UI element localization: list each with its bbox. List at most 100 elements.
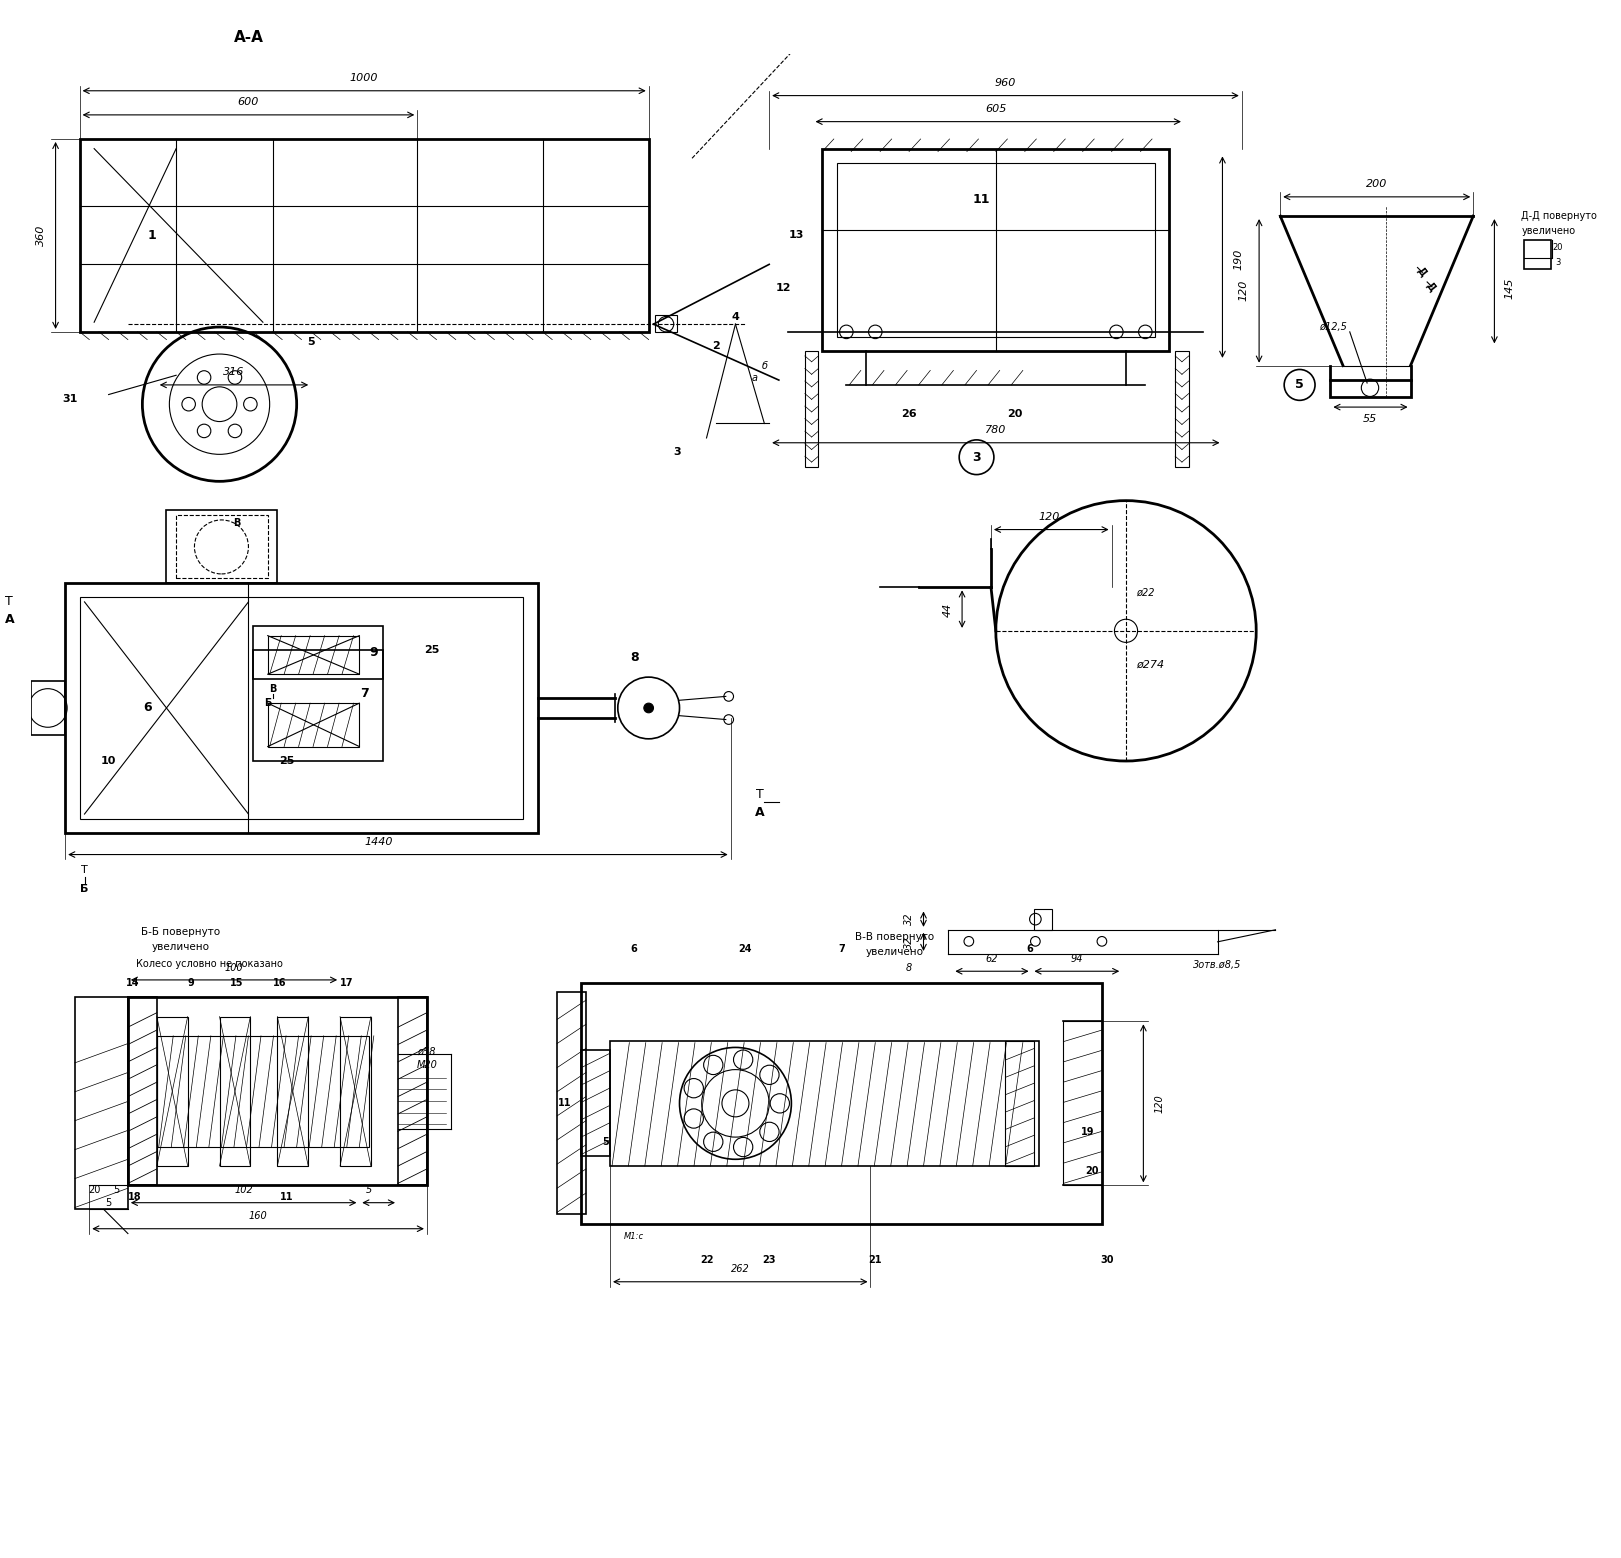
Text: б: б xyxy=(762,360,767,371)
Circle shape xyxy=(644,703,653,714)
Text: ø58: ø58 xyxy=(418,1047,436,1056)
Text: 316: 316 xyxy=(224,368,245,377)
Text: Б: Б xyxy=(81,885,89,894)
Text: 17: 17 xyxy=(340,978,353,988)
Bar xyxy=(340,1016,371,1165)
Text: 21: 21 xyxy=(869,1254,882,1265)
Bar xyxy=(582,983,1102,1225)
Text: ø22: ø22 xyxy=(1136,587,1154,597)
Text: 9: 9 xyxy=(186,978,195,988)
Text: 3: 3 xyxy=(973,450,981,464)
Text: ø274: ø274 xyxy=(1136,659,1164,670)
Text: 120: 120 xyxy=(1154,1094,1165,1112)
Text: В-В повернуто: В-В повернуто xyxy=(854,933,934,943)
Bar xyxy=(1005,1041,1034,1165)
Bar xyxy=(75,997,128,1209)
Text: 102: 102 xyxy=(235,1186,253,1195)
Bar xyxy=(267,703,360,746)
Text: 605: 605 xyxy=(986,104,1007,114)
Text: 262: 262 xyxy=(731,1264,749,1274)
Bar xyxy=(267,636,360,675)
Text: 32: 32 xyxy=(905,936,914,949)
Text: 5: 5 xyxy=(601,1137,608,1147)
Text: 960: 960 xyxy=(995,78,1016,89)
Text: 5: 5 xyxy=(308,337,314,346)
Text: 11: 11 xyxy=(558,1098,572,1108)
Bar xyxy=(558,992,585,1214)
Text: 8: 8 xyxy=(631,651,639,664)
Text: Д-Д повернуто: Д-Д повернуто xyxy=(1522,212,1597,221)
Text: 32: 32 xyxy=(905,913,914,925)
Text: 25: 25 xyxy=(425,645,439,654)
Bar xyxy=(65,583,538,834)
Text: 1: 1 xyxy=(148,229,156,241)
Text: 600: 600 xyxy=(238,97,259,108)
Bar xyxy=(31,681,65,735)
Text: 23: 23 xyxy=(762,1254,776,1265)
Text: 18: 18 xyxy=(128,1192,141,1201)
Text: A: A xyxy=(755,805,765,818)
Bar xyxy=(1063,1022,1102,1186)
Text: 100: 100 xyxy=(225,963,243,974)
Text: 24: 24 xyxy=(738,944,752,953)
Text: 20: 20 xyxy=(1007,408,1023,419)
Bar xyxy=(1034,908,1052,930)
Bar xyxy=(822,148,1169,351)
Bar xyxy=(128,997,426,1186)
Text: Д: Д xyxy=(1425,280,1438,293)
Text: В: В xyxy=(233,517,240,528)
Text: 1000: 1000 xyxy=(350,73,378,83)
Text: 120: 120 xyxy=(1238,280,1248,301)
Bar xyxy=(806,351,819,467)
Bar xyxy=(219,1016,250,1165)
Text: 25: 25 xyxy=(279,756,295,767)
Text: 10: 10 xyxy=(101,756,117,767)
Text: 145: 145 xyxy=(1504,277,1516,299)
Text: 3отв.ø8,5: 3отв.ø8,5 xyxy=(1193,960,1242,971)
Text: 200: 200 xyxy=(1367,179,1388,190)
Text: 3: 3 xyxy=(1556,259,1561,266)
Text: 6: 6 xyxy=(1026,944,1033,953)
Text: 11: 11 xyxy=(973,193,990,206)
Bar xyxy=(167,511,277,583)
Text: T: T xyxy=(81,865,88,876)
Text: 13: 13 xyxy=(788,231,804,240)
Bar xyxy=(836,164,1154,337)
Bar xyxy=(79,139,648,332)
Text: М1:с: М1:с xyxy=(624,1232,644,1240)
Text: 55: 55 xyxy=(1363,414,1378,424)
Text: 15: 15 xyxy=(230,978,243,988)
Bar xyxy=(177,516,267,578)
Text: Д: Д xyxy=(1415,265,1428,277)
Text: 780: 780 xyxy=(986,425,1007,435)
Text: А-А: А-А xyxy=(233,30,263,45)
Text: ø12,5: ø12,5 xyxy=(1319,323,1347,332)
Text: 31: 31 xyxy=(62,394,78,405)
Text: 20: 20 xyxy=(88,1186,101,1195)
Text: Б: Б xyxy=(264,698,271,709)
Text: 1440: 1440 xyxy=(365,837,392,848)
Text: 26: 26 xyxy=(901,408,917,419)
Text: T: T xyxy=(755,788,763,801)
Text: 8: 8 xyxy=(906,963,913,974)
Text: 12: 12 xyxy=(776,284,791,293)
Bar xyxy=(655,315,676,332)
Text: 160: 160 xyxy=(248,1211,267,1221)
Bar xyxy=(582,1050,609,1156)
Text: М20: М20 xyxy=(417,1059,438,1070)
Bar xyxy=(1524,240,1551,270)
Bar xyxy=(1175,351,1188,467)
Text: 14: 14 xyxy=(126,978,139,988)
Text: 30: 30 xyxy=(1101,1254,1114,1265)
Text: 6: 6 xyxy=(631,944,637,953)
Text: 20: 20 xyxy=(1086,1165,1099,1176)
Text: 5: 5 xyxy=(366,1186,373,1195)
Text: 6: 6 xyxy=(143,701,151,715)
Text: 2: 2 xyxy=(712,341,720,352)
Text: 44: 44 xyxy=(943,603,953,617)
Text: 19: 19 xyxy=(1081,1128,1094,1137)
Bar xyxy=(157,1016,188,1165)
Text: увеличено: увеличено xyxy=(152,943,211,952)
Text: Колесо условно не показано: Колесо условно не показано xyxy=(136,958,284,969)
Bar xyxy=(253,626,384,679)
